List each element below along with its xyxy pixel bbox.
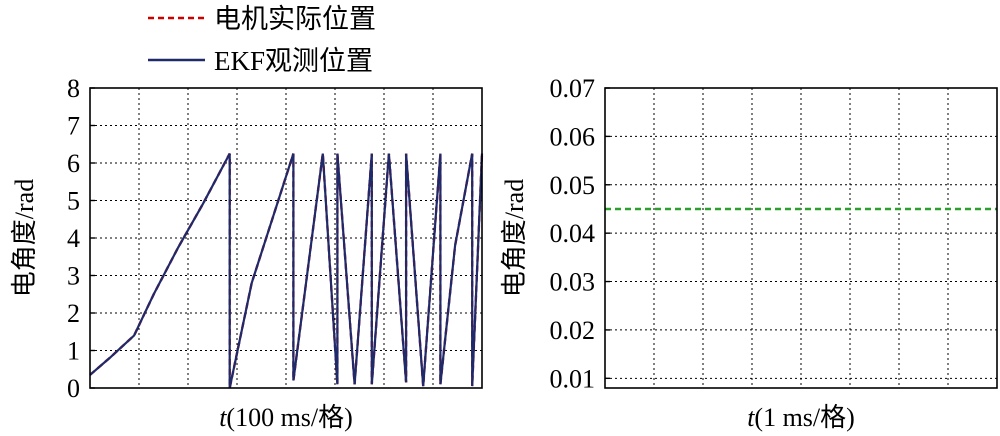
left-plot-frame (89, 87, 483, 389)
left-y-tick-label: 8 (67, 74, 80, 103)
left-x-axis-var: t (219, 403, 227, 432)
legend-label-ekf: EKF观测位置 (214, 46, 373, 76)
left-y-axis-title: 电角度/rad (10, 179, 39, 297)
left-y-tick-label: 0 (67, 374, 80, 403)
left-grid (90, 88, 482, 388)
right-y-tick-label: 0.01 (550, 364, 596, 393)
left-y-tick-label: 6 (67, 149, 80, 178)
left-y-ticks: 0 1 2 3 4 5 6 7 8 (67, 74, 95, 403)
legend-label-actual: 电机实际位置 (214, 4, 376, 34)
right-y-axis-title: 电角度/rad (500, 179, 529, 297)
right-x-axis-title: t(1 ms/格) (747, 403, 855, 432)
left-series (89, 153, 484, 389)
right-y-tick-label: 0.06 (550, 122, 596, 151)
right-grid (605, 88, 997, 388)
left-y-tick-label: 4 (67, 224, 80, 253)
left-y-tick-label: 1 (67, 337, 80, 366)
right-y-tick-label: 0.04 (550, 219, 596, 248)
left-x-axis-title: t(100 ms/格) (219, 403, 353, 432)
right-y-tick-label: 0.05 (550, 171, 596, 200)
left-chart: 0 1 2 3 4 5 6 7 8 电角度/rad t(100 ms/格) (10, 74, 484, 432)
left-y-tick-label: 7 (67, 112, 80, 141)
left-y-tick-label: 2 (67, 299, 80, 328)
left-y-tick-label: 5 (67, 187, 80, 216)
left-y-tick-label: 3 (67, 262, 80, 291)
left-series-line-1 (89, 153, 484, 389)
left-x-axis-unit: (100 ms/格) (226, 403, 352, 432)
right-y-tick-label: 0.03 (550, 268, 596, 297)
right-y-ticks: 0.01 0.02 0.03 0.04 0.05 0.06 0.07 (550, 74, 610, 393)
right-x-axis-var: t (747, 403, 755, 432)
right-y-tick-label: 0.02 (550, 316, 596, 345)
right-x-axis-unit: (1 ms/格) (754, 403, 854, 432)
legend: 电机实际位置 EKF观测位置 (148, 4, 376, 76)
right-chart: 0.01 0.02 0.03 0.04 0.05 0.06 0.07 电角度/rad t(1… (500, 74, 998, 432)
right-plot-frame (604, 87, 998, 389)
right-y-tick-label: 0.07 (550, 74, 596, 103)
